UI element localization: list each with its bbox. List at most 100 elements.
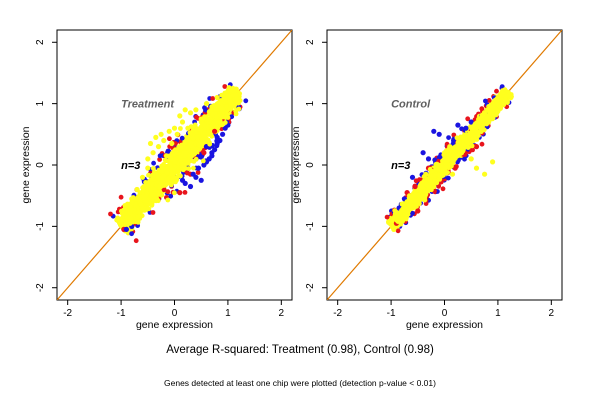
x-tick-label: 1	[495, 308, 501, 319]
core-point	[212, 121, 218, 126]
core-point	[412, 192, 418, 198]
core-point	[404, 207, 409, 212]
core-point	[502, 97, 508, 103]
cloud-point	[168, 193, 174, 199]
core-point	[231, 102, 236, 108]
core-point	[121, 208, 126, 214]
cloud-point	[479, 106, 485, 112]
cloud-point	[165, 189, 171, 195]
x-axis-title: gene expression	[136, 319, 213, 331]
series-blue	[123, 122, 231, 232]
cloud-point	[493, 112, 499, 118]
core-point	[431, 173, 437, 179]
cloud-point	[179, 135, 185, 141]
core-point	[442, 158, 448, 164]
data-point-yellow	[153, 134, 159, 140]
x-tick-label: 2	[549, 308, 555, 319]
data-point-blue	[179, 177, 186, 183]
core-point	[193, 156, 199, 162]
core-point	[170, 167, 176, 173]
core-point	[164, 170, 170, 175]
plot-area	[327, 30, 562, 300]
core-point	[191, 165, 196, 171]
plot-area	[57, 30, 292, 300]
data-point-blue	[195, 165, 202, 171]
core-point	[443, 170, 449, 176]
core-point	[177, 154, 183, 160]
core-point	[205, 124, 211, 129]
y-tick-label: -1	[35, 221, 46, 230]
core-point	[188, 124, 194, 129]
data-point-yellow	[171, 125, 178, 131]
data-point-yellow	[166, 128, 172, 134]
core-point	[407, 195, 412, 200]
core-point	[451, 153, 457, 158]
core-point	[461, 142, 467, 148]
data-point-blue	[425, 156, 432, 162]
core-point	[415, 192, 421, 198]
core-point	[127, 210, 133, 216]
core-point	[148, 188, 154, 194]
cloud-point	[479, 141, 485, 147]
cloud-point	[157, 157, 163, 162]
core-point	[224, 104, 229, 109]
core-point	[173, 179, 178, 185]
data-point-blue	[187, 183, 194, 190]
core-point	[175, 174, 181, 180]
core-point	[147, 178, 153, 184]
data-point-blue	[193, 174, 199, 180]
core-point	[193, 148, 199, 154]
core-point	[127, 204, 133, 210]
cloud-point	[151, 160, 157, 166]
cloud-point	[486, 98, 492, 103]
core-point	[457, 140, 463, 146]
core-point	[159, 169, 165, 174]
core-point	[150, 174, 156, 180]
control-panel: -2 -1 0 1 2 -2 -1 0 1 2 gene expression gene expres…	[290, 29, 563, 331]
cloud-point	[243, 98, 249, 104]
cloud-point	[167, 136, 172, 142]
cloud-point	[384, 214, 390, 220]
core-point	[200, 158, 206, 164]
core-point	[478, 117, 483, 123]
core-point	[433, 161, 439, 167]
core-point	[423, 191, 429, 197]
core-point	[128, 216, 134, 221]
y-tick-label: 2	[305, 39, 316, 45]
core-point	[484, 121, 489, 127]
core-point	[146, 183, 151, 189]
core-point	[186, 137, 191, 143]
data-point-yellow	[187, 110, 194, 116]
data-point-red	[415, 208, 421, 214]
data-point-blue	[212, 147, 218, 153]
core-point	[474, 137, 480, 142]
core-point	[218, 113, 224, 119]
core-point	[398, 211, 403, 217]
cloud-point	[182, 190, 188, 195]
core-point	[172, 190, 177, 196]
core-point	[186, 153, 192, 158]
data-point-yellow	[134, 186, 140, 193]
core-point	[172, 159, 178, 165]
cloud-point	[229, 114, 235, 120]
data-point-yellow	[161, 137, 167, 144]
cloud-point	[410, 210, 415, 216]
data-point-yellow	[169, 140, 175, 147]
core-point	[419, 184, 425, 190]
point-core	[119, 85, 242, 226]
data-point-blue	[436, 131, 442, 137]
core-point	[192, 122, 198, 128]
core-point	[443, 164, 449, 170]
core-point	[190, 132, 196, 138]
core-point	[469, 137, 475, 143]
point-core	[392, 90, 510, 225]
core-point	[422, 197, 428, 203]
cloud-point	[445, 175, 451, 181]
data-point-yellow	[214, 94, 220, 101]
core-point	[480, 113, 486, 119]
core-point	[138, 201, 144, 207]
data-point-yellow	[449, 171, 456, 177]
cloud-point	[194, 114, 199, 120]
core-point	[194, 127, 199, 133]
